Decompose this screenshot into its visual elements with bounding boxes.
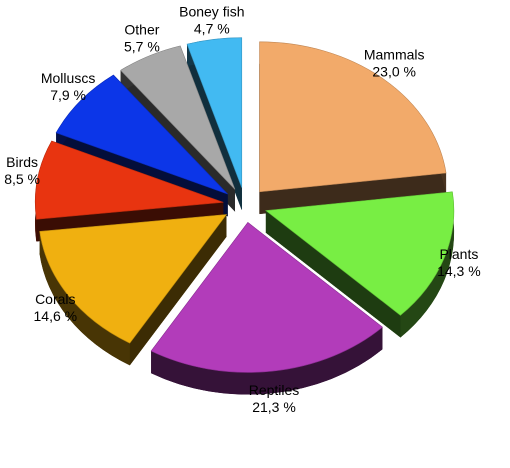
slice-label: Mammals: [364, 47, 425, 63]
slice-group: [259, 41, 447, 215]
slice: [55, 74, 228, 195]
value-label: 14,3 %: [437, 263, 481, 279]
slice-side: [259, 173, 447, 214]
slice-side: [265, 210, 401, 338]
slice-label: Birds: [6, 154, 38, 170]
slice-label: Plants: [439, 246, 478, 262]
slice-group: [265, 191, 455, 338]
value-label: 4,7 %: [194, 21, 230, 37]
slice-label: Other: [124, 22, 159, 38]
value-label: 8,5 %: [4, 171, 40, 187]
slice-label: Corals: [35, 291, 75, 307]
slice-group: [150, 221, 383, 395]
slice: [39, 214, 228, 344]
slice: [259, 41, 447, 193]
slice: [186, 37, 243, 188]
slice-side: [400, 191, 454, 338]
slice: [120, 45, 236, 190]
value-label: 23,0 %: [372, 64, 416, 80]
value-label: 7,9 %: [50, 87, 86, 103]
slice: [34, 140, 224, 220]
slice-side: [129, 214, 227, 366]
slice: [265, 191, 455, 316]
slice: [150, 221, 383, 373]
slice-side: [187, 44, 242, 210]
value-label: 5,7 %: [124, 39, 160, 55]
slice-side: [151, 327, 383, 395]
value-label: 14,6 %: [34, 308, 78, 324]
slice-label: Molluscs: [41, 70, 95, 86]
slice-group: [39, 214, 228, 366]
slice-label: Boney fish: [179, 4, 244, 20]
value-label: 21,3 %: [252, 399, 296, 415]
slice-side: [39, 231, 130, 366]
slice-label: Reptiles: [249, 382, 300, 398]
